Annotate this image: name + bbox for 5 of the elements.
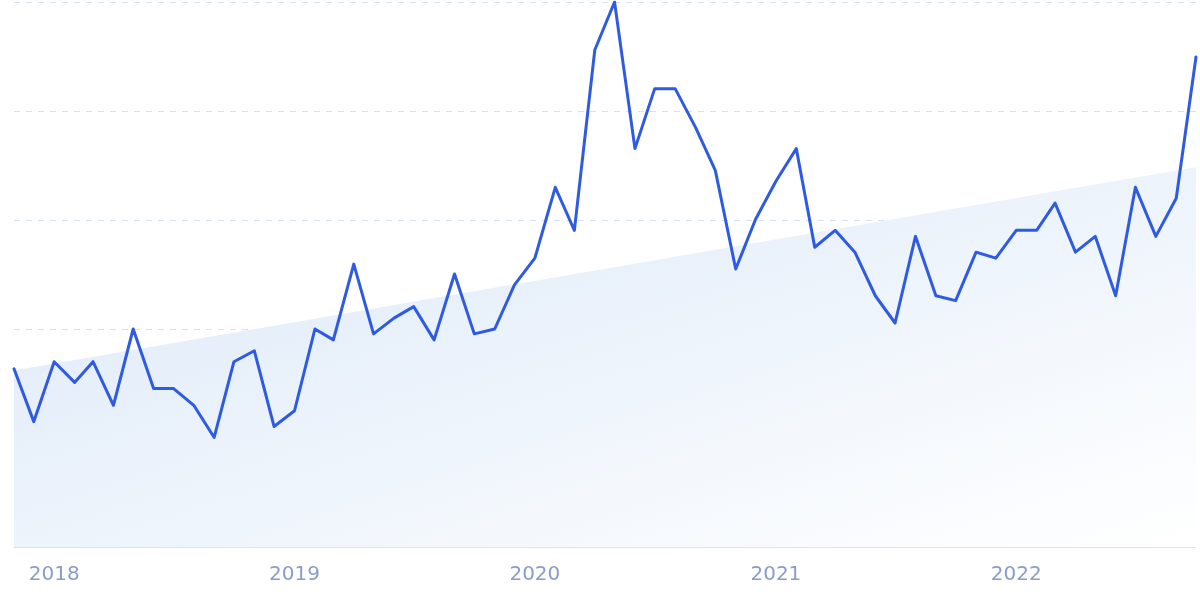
x-tick-label: 2022	[990, 561, 1042, 585]
x-tick-label: 2021	[750, 561, 802, 585]
x-tick-label: 2020	[509, 561, 561, 585]
x-tick-label: 2019	[269, 561, 320, 585]
x-tick-label: 2018	[28, 561, 80, 585]
